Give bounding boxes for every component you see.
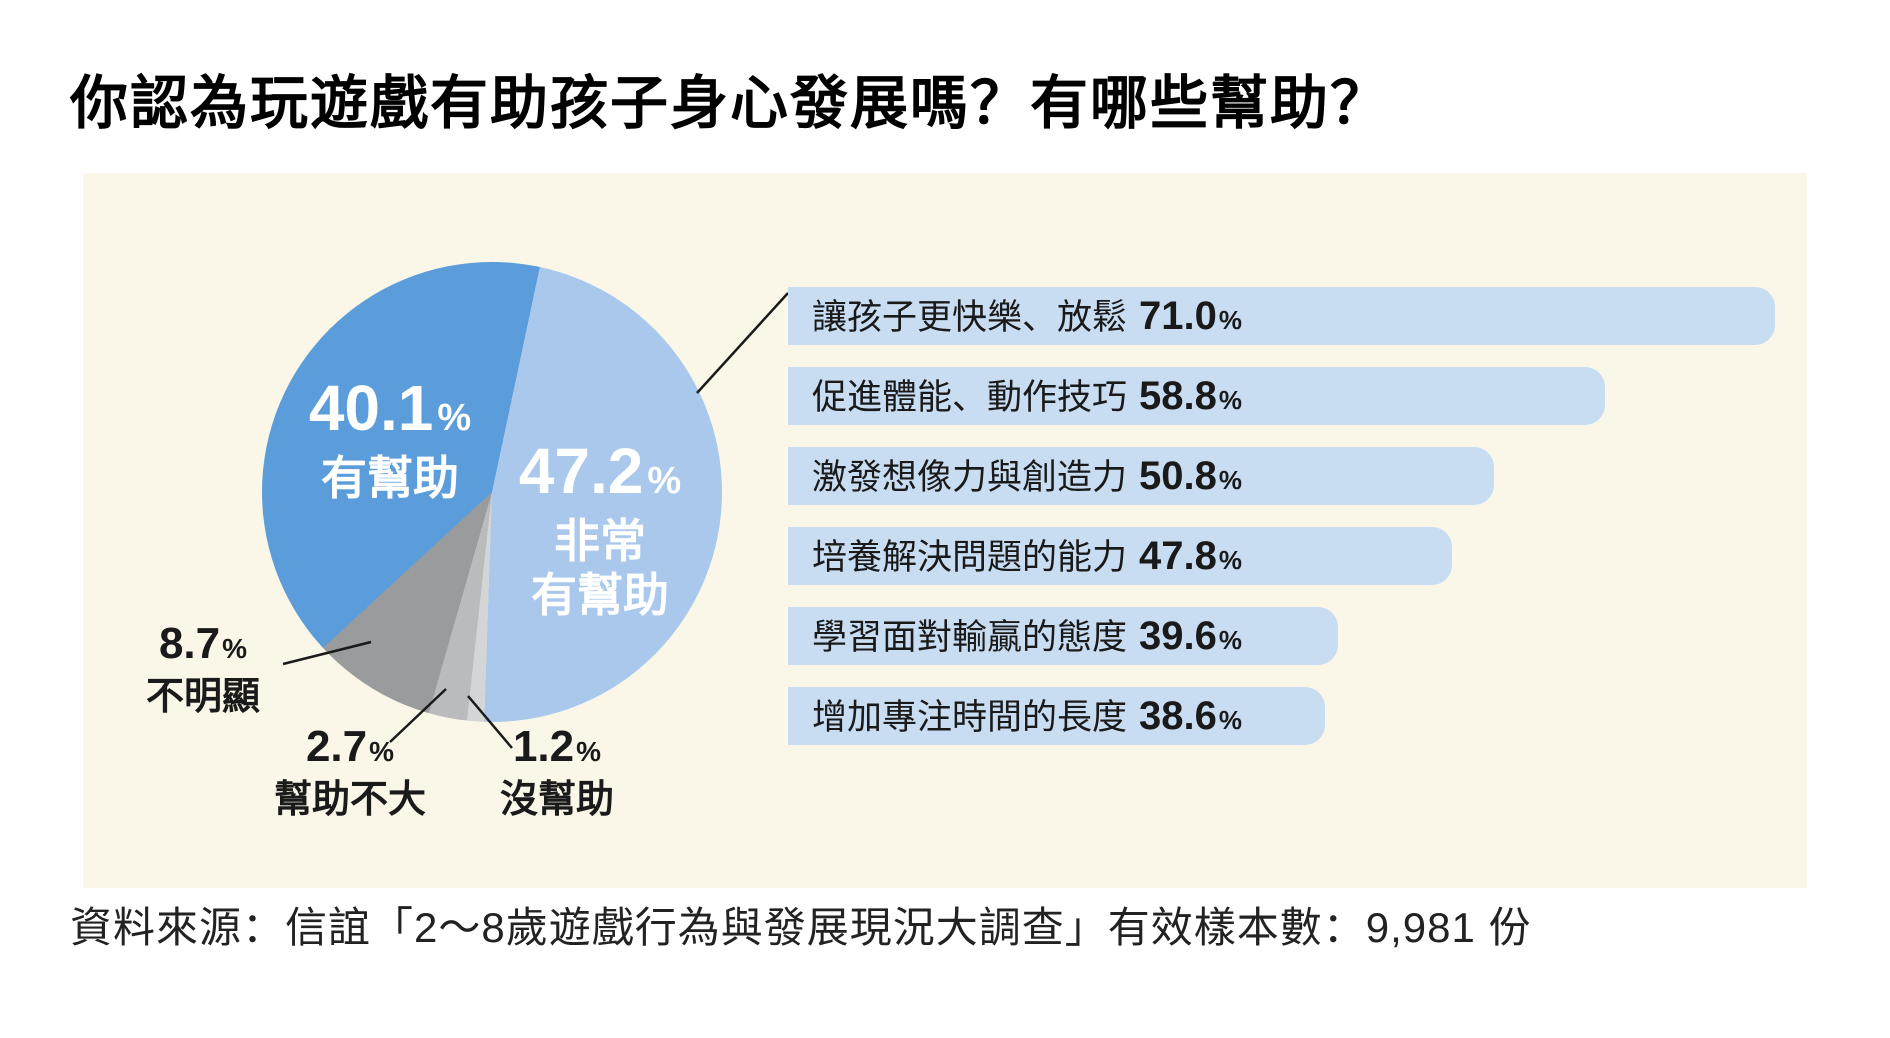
bar-category-label: 讓孩子更快樂、放鬆 [812,298,1128,337]
page-title: 你認為玩遊戲有助孩子身心發展嗎？有哪些幫助？ [70,71,1391,136]
pie-slice-label-very-helpful-line2: 有幫助 [530,569,669,621]
bar-row: 培養解決問題的能力 47.8% [788,527,1775,585]
bar-fill: 培養解決問題的能力 47.8% [788,527,1452,585]
percent-sign: % [647,460,682,502]
bar-unit: % [1218,385,1242,415]
bar-value: 50.8 [1139,454,1217,498]
pie-label-helpful: 40.1% 有幫助 [309,375,471,505]
percent-sign: % [222,633,248,664]
bar-row: 學習面對輸贏的態度 39.6% [788,607,1775,665]
bar-category-label: 激發想像力與創造力 [812,458,1128,497]
pie-callout-little-help: 2.7% 幫助不大 [274,722,426,823]
bar-chart: 讓孩子更快樂、放鬆 71.0% 促進體能、動作技巧 58.8% 激發想像力與創造力 5… [788,287,1775,767]
bar-fill: 增加專注時間的長度 38.6% [788,687,1325,745]
bar-row: 讓孩子更快樂、放鬆 71.0% [788,287,1775,345]
pie-slice-label-no-help: 沒幫助 [499,779,615,821]
percent-sign: % [576,736,602,767]
bar-unit: % [1218,545,1242,575]
pie-value-not-obvious: 8.7% [158,619,248,668]
pie-value-helpful: 40.1% [308,372,472,444]
pie-slice-label-very-helpful-line1: 非常 [553,515,646,567]
bar-unit: % [1218,705,1242,735]
chart-panel: 40.1% 有幫助 47.2% 非常 有幫助 8.7% 不明顯 2.7% 幫助不… [83,173,1807,888]
percent-sign: % [437,397,472,439]
bar-fill: 促進體能、動作技巧 58.8% [788,367,1605,425]
bar-category-label: 學習面對輸贏的態度 [812,618,1128,657]
bar-row: 激發想像力與創造力 50.8% [788,447,1775,505]
callout-line-benefits [696,292,789,394]
bar-value: 71.0 [1139,294,1217,338]
bar-unit: % [1218,625,1242,655]
pie-value-very-helpful: 47.2% [518,435,682,507]
bar-category-label: 增加專注時間的長度 [812,698,1128,737]
bar-row: 增加專注時間的長度 38.6% [788,687,1775,745]
bar-category-label: 促進體能、動作技巧 [812,378,1128,417]
pie-slice-label-helpful: 有幫助 [320,452,459,504]
bar-value: 38.6 [1139,694,1217,738]
pie-value-little-help: 2.7% [305,722,395,771]
pie-callout-not-obvious: 8.7% 不明顯 [146,619,260,720]
bar-fill: 讓孩子更快樂、放鬆 71.0% [788,287,1775,345]
pie-label-very-helpful: 47.2% 非常 有幫助 [519,438,681,622]
bar-fill: 激發想像力與創造力 50.8% [788,447,1494,505]
pie-slice-label-little-help: 幫助不大 [273,779,427,821]
bar-value: 47.8 [1139,534,1217,578]
bar-fill: 學習面對輸贏的態度 39.6% [788,607,1338,665]
bar-value: 39.6 [1139,614,1217,658]
pie-slice-label-not-obvious: 不明顯 [145,676,261,718]
bar-unit: % [1218,465,1242,495]
pie-callout-no-help: 1.2% 沒幫助 [500,722,614,823]
bar-category-label: 培養解決問題的能力 [812,538,1128,577]
bar-unit: % [1218,305,1242,335]
bar-value: 58.8 [1139,374,1217,418]
percent-sign: % [369,736,395,767]
bar-row: 促進體能、動作技巧 58.8% [788,367,1775,425]
pie-value-no-help: 1.2% [512,722,602,771]
source-note: 資料來源：信誼「2～8歲遊戲行為與發展現況大調查」有效樣本數：9,981 份 [70,904,1532,951]
